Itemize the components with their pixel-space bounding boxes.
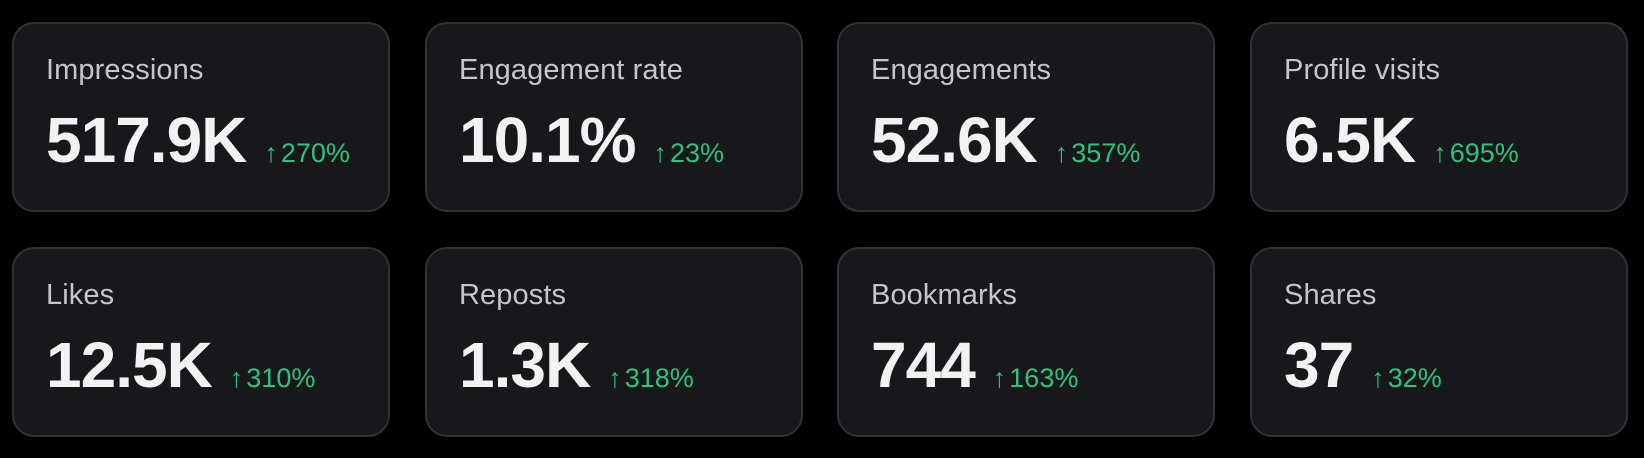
metric-label: Shares [1284, 279, 1377, 311]
metric-card-likes[interactable]: Likes 12.5K ↑ 310% [12, 247, 390, 437]
arrow-up-icon: ↑ [1054, 138, 1069, 168]
metric-value: 1.3K [459, 329, 591, 401]
metric-change-percent: 310% [246, 363, 316, 393]
metric-change: ↑ 695% [1433, 140, 1519, 167]
metric-value: 12.5K [46, 329, 213, 401]
metric-change-percent: 318% [624, 363, 694, 393]
metric-value: 6.5K [1284, 104, 1416, 176]
metric-value: 10.1% [459, 104, 636, 176]
metric-change: ↑ 163% [993, 365, 1079, 392]
metric-card-engagement-rate[interactable]: Engagement rate 10.1% ↑ 23% [425, 22, 803, 212]
arrow-up-icon: ↑ [229, 363, 244, 393]
arrow-up-icon: ↑ [1371, 363, 1385, 393]
metric-label: Likes [46, 279, 115, 311]
metric-change-percent: 23% [669, 138, 725, 168]
metric-card-bookmarks[interactable]: Bookmarks 744 ↑ 163% [837, 247, 1215, 437]
metric-row: 6.5K ↑ 695% [1284, 108, 1519, 172]
arrow-up-icon: ↑ [992, 363, 1007, 393]
arrow-up-icon: ↑ [264, 138, 278, 168]
metric-change: ↑ 23% [653, 140, 724, 167]
metric-row: 52.6K ↑ 357% [871, 108, 1140, 172]
metric-card-profile-visits[interactable]: Profile visits 6.5K ↑ 695% [1250, 22, 1628, 212]
metric-card-engagements[interactable]: Engagements 52.6K ↑ 357% [837, 22, 1215, 212]
metric-change: ↑ 318% [608, 365, 694, 392]
metric-card-reposts[interactable]: Reposts 1.3K ↑ 318% [425, 247, 803, 437]
metric-label: Reposts [459, 279, 567, 311]
metric-change: ↑ 270% [264, 140, 350, 167]
metric-change-percent: 270% [280, 138, 350, 168]
metric-value: 744 [871, 329, 976, 401]
metric-row: 10.1% ↑ 23% [459, 108, 724, 172]
metric-label: Impressions [46, 54, 204, 86]
metric-value: 37 [1284, 329, 1354, 401]
metric-label: Engagement rate [459, 54, 683, 86]
metric-change-percent: 32% [1387, 363, 1442, 393]
metric-change-percent: 357% [1071, 138, 1141, 168]
metric-label: Engagements [871, 54, 1052, 86]
arrow-up-icon: ↑ [1433, 138, 1447, 168]
metric-row: 37 ↑ 32% [1284, 333, 1442, 397]
metric-row: 744 ↑ 163% [871, 333, 1078, 397]
metric-change-percent: 163% [1009, 363, 1079, 393]
metric-row: 12.5K ↑ 310% [46, 333, 315, 397]
metric-label: Bookmarks [871, 279, 1017, 311]
metric-card-shares[interactable]: Shares 37 ↑ 32% [1250, 247, 1628, 437]
metric-card-impressions[interactable]: Impressions 517.9K ↑ 270% [12, 22, 390, 212]
metric-change-percent: 695% [1449, 138, 1519, 168]
metric-row: 517.9K ↑ 270% [46, 108, 350, 172]
metric-value: 52.6K [871, 104, 1038, 176]
metric-change: ↑ 32% [1371, 365, 1442, 392]
metric-change: ↑ 357% [1055, 140, 1141, 167]
metric-change: ↑ 310% [230, 365, 316, 392]
metric-value: 517.9K [46, 104, 247, 176]
arrow-up-icon: ↑ [653, 138, 667, 168]
metric-label: Profile visits [1284, 54, 1441, 86]
metric-row: 1.3K ↑ 318% [459, 333, 694, 397]
arrow-up-icon: ↑ [608, 363, 622, 393]
